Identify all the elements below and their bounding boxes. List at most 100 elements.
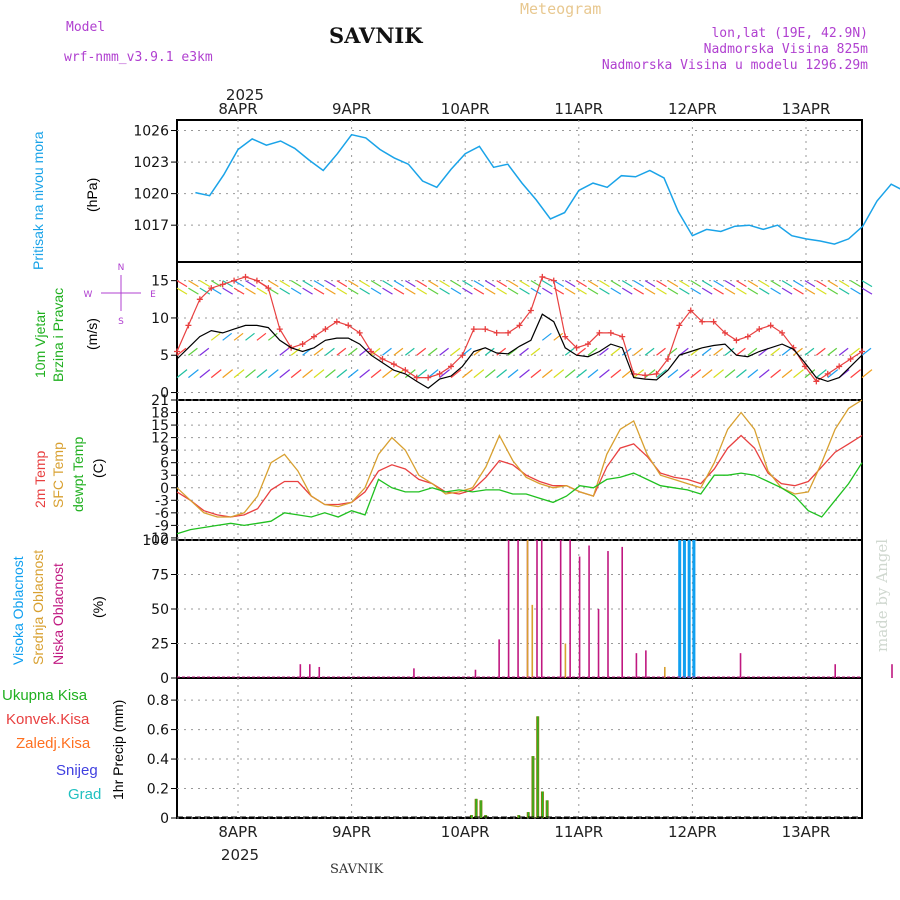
low-cloud-bar bbox=[474, 669, 477, 678]
wind-gust-marker bbox=[379, 355, 386, 362]
wind-barb bbox=[599, 369, 610, 379]
wind-barb bbox=[290, 347, 301, 356]
wind-barb bbox=[644, 280, 656, 288]
wind-barb bbox=[667, 280, 679, 288]
precip-bar-total bbox=[475, 798, 477, 818]
low-cloud-bar bbox=[413, 668, 415, 678]
wind-gust-marker bbox=[219, 281, 226, 288]
low-cloud-bar bbox=[507, 540, 510, 678]
wind-gust-marker bbox=[242, 273, 249, 280]
top-day-label: 13APR bbox=[782, 100, 831, 118]
wind-gust-marker bbox=[185, 322, 192, 329]
wind-gust-marker bbox=[642, 372, 649, 379]
wind-barb bbox=[290, 369, 302, 379]
low-cloud-bar bbox=[309, 664, 311, 678]
wind-barb bbox=[553, 280, 565, 288]
wind-gust-marker bbox=[619, 333, 626, 340]
wind-barb bbox=[530, 287, 542, 295]
wind-y-tick-label: 15 bbox=[151, 274, 169, 290]
wind-barb bbox=[473, 369, 485, 379]
low-cloud-bar bbox=[607, 551, 609, 678]
pressure-y-tick-label: 1017 bbox=[133, 218, 169, 234]
wind-barb bbox=[679, 280, 690, 288]
wind-barb bbox=[462, 369, 473, 379]
wind-gust-marker bbox=[573, 344, 580, 351]
wind-barb bbox=[793, 369, 804, 379]
wind-barb bbox=[861, 287, 873, 295]
wind-barb bbox=[279, 280, 291, 288]
wind-barb bbox=[519, 280, 530, 288]
wind-barb bbox=[279, 287, 291, 295]
wind-barb bbox=[724, 369, 736, 379]
wind-barb bbox=[610, 280, 622, 288]
wind-gust-marker bbox=[356, 329, 363, 336]
precip-y-tick-label: 0.6 bbox=[147, 723, 169, 739]
coordinates: lon,lat (19E, 42.9N) bbox=[711, 26, 868, 41]
model-label: Model bbox=[66, 20, 106, 35]
cloud-y-tick-label: 50 bbox=[151, 602, 169, 618]
wind-barb bbox=[473, 280, 485, 288]
wind-barb bbox=[576, 369, 587, 379]
wind-barb bbox=[484, 287, 496, 295]
wind-gust-marker bbox=[425, 374, 432, 381]
wind-barb bbox=[347, 280, 359, 288]
wind-gust-marker bbox=[824, 370, 831, 377]
wind-barb bbox=[245, 287, 256, 295]
wind-barb bbox=[188, 287, 199, 295]
wind-barb bbox=[427, 280, 439, 288]
wind-barb bbox=[507, 287, 519, 295]
wind-barb bbox=[656, 369, 667, 379]
wind-barb bbox=[736, 347, 746, 356]
wind-barb bbox=[427, 287, 439, 295]
wind-barb bbox=[656, 287, 667, 295]
legend-freezing: Zaledj.Kisa bbox=[16, 735, 91, 752]
rose-w: W bbox=[84, 290, 93, 300]
temp-y-tick-label: 15 bbox=[151, 418, 169, 434]
pressure-y-tick-label: 1026 bbox=[133, 124, 169, 140]
wind-barb bbox=[701, 287, 713, 295]
rose-n: N bbox=[118, 263, 125, 273]
low-cloud-bar bbox=[498, 639, 500, 678]
wind-barb bbox=[370, 287, 382, 295]
wind-barb bbox=[690, 369, 702, 379]
wind-barb bbox=[302, 287, 313, 295]
wind-gust-marker bbox=[448, 363, 454, 370]
low-cloud-bar bbox=[569, 540, 571, 678]
wind-barb bbox=[347, 347, 358, 356]
low-cloud-bar bbox=[318, 666, 321, 678]
wind-barb bbox=[838, 347, 849, 356]
wind-barb bbox=[313, 369, 325, 379]
wind-gust-marker bbox=[516, 322, 523, 329]
wind-barb bbox=[416, 347, 427, 356]
wind-barb bbox=[747, 280, 759, 288]
temp-2m-line bbox=[176, 434, 863, 518]
wind-gust-marker bbox=[585, 341, 591, 348]
low-cloud-bar bbox=[645, 650, 647, 678]
wind-barb bbox=[439, 369, 450, 379]
wind-barb bbox=[736, 280, 747, 288]
legend-total-rain: Ukupna Kisa bbox=[2, 687, 88, 704]
wind-barb bbox=[256, 369, 268, 379]
wind-gust-marker bbox=[813, 378, 820, 385]
wind-gust-marker bbox=[402, 367, 409, 374]
wind-barb bbox=[462, 280, 473, 288]
low-cloud-bar bbox=[834, 664, 836, 678]
wind-barb bbox=[553, 369, 565, 379]
wind-barb bbox=[439, 280, 450, 288]
wind-barb bbox=[838, 287, 850, 295]
wind-barb bbox=[233, 280, 245, 288]
bottom-day-label: 10APR bbox=[441, 823, 490, 841]
wind-gust-marker bbox=[607, 329, 614, 336]
wind-barb bbox=[233, 332, 244, 341]
wind-barb bbox=[827, 347, 838, 356]
wind-barb bbox=[405, 280, 416, 288]
wind-gust-marker bbox=[368, 348, 375, 355]
wind-y-tick-label: 0 bbox=[160, 386, 169, 402]
wind-barb bbox=[701, 369, 713, 379]
wind-barb bbox=[576, 287, 587, 295]
wind-gust-marker bbox=[231, 277, 238, 284]
wind-barb bbox=[507, 280, 519, 288]
wind-gust-marker bbox=[733, 337, 740, 344]
low-cloud-bar bbox=[540, 540, 543, 678]
